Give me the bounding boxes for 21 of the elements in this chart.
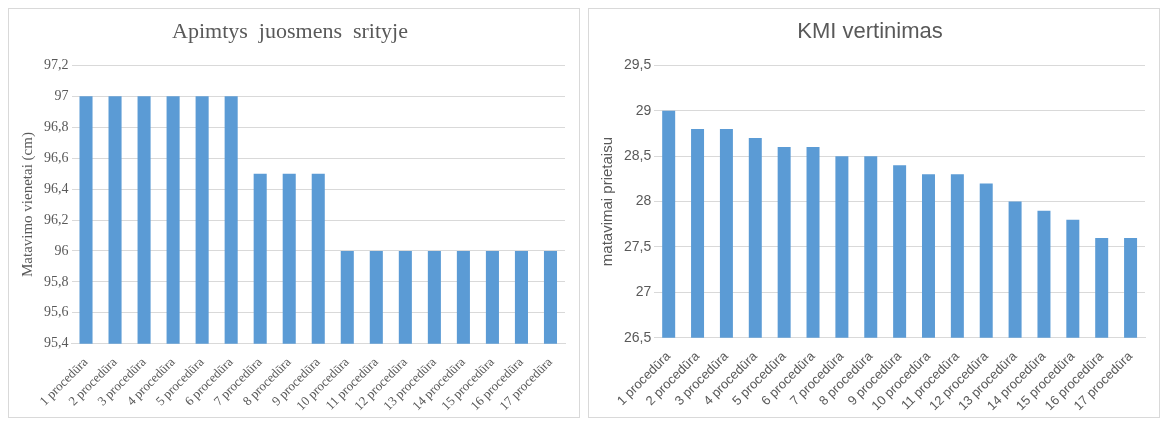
y-tick-label: 96,4 xyxy=(44,180,69,196)
y-tick-label: 96,8 xyxy=(44,118,69,134)
y-tick-label: 95,8 xyxy=(44,273,69,289)
y-tick-label: 96 xyxy=(54,242,69,258)
y-tick-label: 96,6 xyxy=(44,149,69,165)
y-tick-label: 28,5 xyxy=(624,147,652,164)
y-tick-label: 95,4 xyxy=(44,335,69,351)
y-tick-label: 26,5 xyxy=(624,328,652,345)
y-tick-label: 97 xyxy=(54,88,69,103)
chart-title: KMI vertinimas xyxy=(797,18,943,44)
y-tick-label: 29 xyxy=(635,101,652,118)
y-tick-label: 28 xyxy=(635,192,652,209)
y-tick-label: 27 xyxy=(635,283,652,300)
y-axis-title: Matavimo vienetai (cm) xyxy=(18,132,36,278)
y-axis-title: matavimai prietaisu xyxy=(598,136,616,267)
y-tick-label: 95,6 xyxy=(44,304,69,320)
y-tick-label: 96,2 xyxy=(44,211,69,227)
y-tick-label: 29,5 xyxy=(624,56,652,73)
y-tick-label: 27,5 xyxy=(624,237,652,254)
chart-title: Apimtys juosmens srityje xyxy=(172,17,408,43)
y-tick-label: 97,2 xyxy=(44,57,69,73)
